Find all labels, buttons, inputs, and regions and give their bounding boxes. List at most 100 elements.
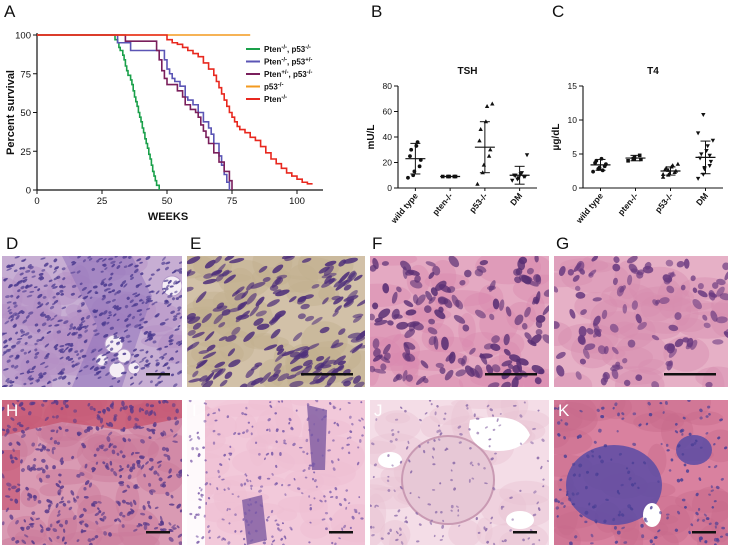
nucleus — [5, 350, 11, 353]
nucleus — [242, 431, 246, 435]
nucleus — [627, 504, 632, 509]
nucleus — [15, 315, 20, 320]
nucleus — [119, 450, 123, 454]
nucleus — [178, 294, 182, 299]
nucleus — [609, 323, 619, 333]
nucleus — [76, 539, 80, 543]
nucleus — [378, 355, 391, 364]
nucleus — [677, 444, 681, 448]
nucleus — [80, 320, 86, 324]
nucleus — [631, 300, 638, 310]
nucleus — [97, 376, 102, 379]
nucleus — [223, 274, 236, 284]
nucleus — [590, 542, 594, 545]
nucleus — [351, 422, 354, 426]
nucleus — [313, 471, 316, 474]
nucleus — [613, 525, 617, 530]
nucleus — [111, 263, 115, 268]
nucleus — [294, 370, 304, 376]
nucleus — [129, 501, 133, 508]
nucleus — [716, 539, 720, 543]
nucleus — [123, 283, 128, 288]
nucleus — [396, 530, 399, 535]
nucleus — [134, 451, 140, 454]
nucleus — [82, 296, 87, 300]
nucleus — [441, 524, 445, 529]
nucleus — [17, 280, 21, 284]
nucleus — [341, 377, 354, 384]
nucleus — [312, 462, 315, 465]
nucleus — [643, 461, 647, 465]
nucleus — [52, 528, 58, 533]
nucleus — [102, 294, 106, 298]
nucleus — [211, 368, 222, 373]
nucleus — [584, 520, 588, 524]
nucleus — [621, 417, 625, 420]
nucleus — [187, 271, 196, 277]
nucleus — [165, 447, 169, 452]
nucleus — [126, 296, 130, 300]
nucleus — [111, 298, 116, 302]
x-tick-label: p53-/- — [653, 191, 675, 215]
nucleus — [131, 451, 135, 456]
nucleus — [404, 516, 408, 520]
nucleus — [277, 373, 290, 382]
nucleus — [270, 451, 274, 456]
nucleus — [556, 365, 565, 377]
nucleus — [46, 448, 51, 452]
nucleus — [313, 479, 317, 483]
nucleus — [543, 289, 549, 297]
nucleus — [489, 408, 493, 412]
nucleus — [20, 330, 25, 334]
nucleus — [15, 376, 19, 380]
nucleus — [234, 292, 246, 301]
nucleus — [516, 358, 522, 373]
nucleus — [84, 463, 88, 469]
nucleus — [596, 408, 600, 412]
nucleus — [338, 328, 346, 335]
nucleus — [389, 528, 392, 533]
nucleus — [684, 505, 687, 509]
nucleus — [277, 400, 281, 403]
nucleus — [19, 372, 25, 375]
nucleus — [582, 348, 590, 359]
nucleus — [134, 417, 140, 422]
nucleus — [128, 404, 133, 409]
nucleus — [56, 441, 60, 445]
nucleus — [705, 415, 709, 418]
nucleus — [41, 444, 45, 447]
nucleus — [4, 432, 8, 437]
nucleus — [123, 405, 128, 411]
nucleus — [295, 409, 298, 412]
nucleus — [127, 438, 131, 442]
nucleus — [93, 366, 99, 371]
nucleus — [262, 277, 271, 283]
nucleus — [243, 413, 248, 416]
nucleus — [4, 495, 11, 498]
nucleus — [46, 499, 50, 503]
nucleus — [134, 486, 140, 490]
nucleus — [40, 528, 44, 533]
nucleus — [173, 433, 178, 438]
nucleus — [538, 539, 541, 542]
nucleus — [358, 512, 361, 515]
nucleus — [263, 539, 266, 542]
nucleus — [462, 324, 470, 332]
nucleus — [393, 489, 396, 493]
tissue-patch — [448, 519, 482, 545]
y-tick-label: 20 — [383, 158, 393, 168]
nucleus — [373, 348, 381, 358]
nucleus — [2, 450, 5, 455]
nucleus — [74, 363, 78, 367]
nucleus — [468, 478, 471, 483]
nucleus — [476, 265, 487, 273]
nucleus — [5, 295, 10, 299]
nucleus — [156, 472, 160, 477]
nucleus — [159, 355, 164, 359]
nucleus — [343, 498, 347, 502]
nucleus — [271, 276, 282, 288]
nucleus — [274, 519, 278, 522]
tissue-patch — [702, 366, 725, 387]
nucleus — [26, 294, 33, 298]
nucleus — [25, 360, 30, 364]
